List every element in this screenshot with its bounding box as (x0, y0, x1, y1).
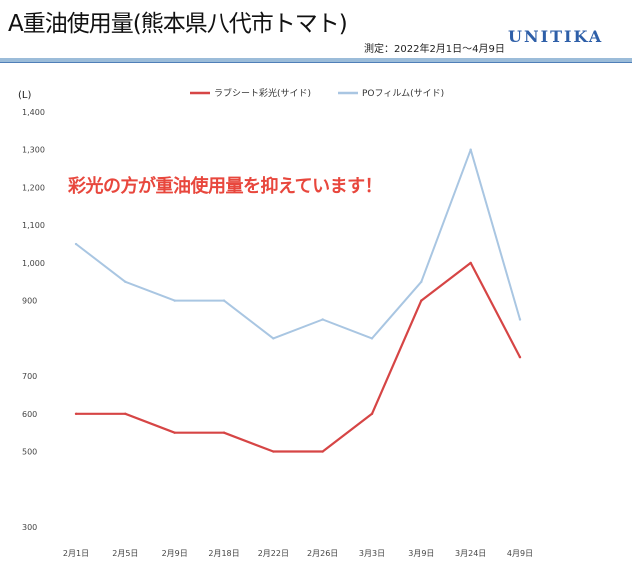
data-point (469, 148, 472, 151)
chart-title: A重油使用量(熊本県八代市トマト) (8, 11, 348, 37)
data-point (124, 280, 127, 283)
data-point (74, 242, 78, 246)
legend: ラブシート彩光(サイド) POフィルム(サイド) (190, 87, 444, 99)
data-point (272, 337, 275, 340)
y-tick-label: 1,400 (22, 108, 45, 117)
y-tick-label: 1,000 (22, 259, 45, 268)
measurement-period: 測定：2022年2月1日～4月9日 (364, 44, 505, 55)
data-point (222, 431, 226, 434)
y-tick-label: 1,100 (22, 221, 45, 230)
series-layer (74, 148, 522, 453)
callout-text: 彩光の方が重油使用量を抑えています！ (68, 176, 383, 197)
x-tick-label: 2月26日 (307, 549, 338, 558)
data-point (370, 412, 374, 416)
legend-label: POフィルム(サイド) (362, 88, 444, 99)
x-tick-label: 4月9日 (507, 549, 533, 558)
x-tick-label: 2月5日 (112, 549, 138, 558)
y-tick-label: 600 (22, 410, 37, 419)
data-point (173, 299, 176, 302)
data-point (272, 450, 275, 453)
y-tick-label: 900 (22, 297, 37, 306)
series-line (76, 261, 521, 453)
y-axis-unit: (L) (18, 90, 31, 101)
data-point (74, 412, 78, 416)
x-tick-label: 2月9日 (162, 549, 188, 558)
data-point (469, 261, 472, 265)
data-point (420, 299, 423, 302)
x-tick-label: 3月3日 (359, 549, 385, 558)
legend-label: ラブシート彩光(サイド) (214, 87, 311, 99)
data-point (518, 318, 522, 321)
y-tick-label: 1,300 (22, 146, 45, 155)
unitika-logo: UNITIKA (508, 27, 604, 46)
x-tick-label: 2月1日 (63, 549, 89, 558)
y-tick-label: 500 (22, 448, 37, 457)
data-point (420, 280, 423, 283)
y-tick-label: 700 (22, 372, 37, 381)
data-point (321, 318, 324, 321)
data-point (518, 356, 522, 359)
series-line (75, 148, 521, 340)
y-tick-label: 300 (22, 523, 37, 532)
x-axis: 2月1日 2月5日 2月9日 2月18日 2月22日 2月26日 3月3日 3月9日 3月24日… (63, 549, 533, 558)
header-rule (0, 58, 632, 63)
x-tick-label: 3月24日 (455, 549, 486, 558)
data-point (124, 412, 127, 416)
data-point (173, 431, 176, 434)
data-point (321, 450, 324, 453)
y-axis: (L) 300 500 600 700 900 1,000 1,100 1,200 1,300 1,… (18, 90, 45, 532)
x-tick-label: 2月18日 (208, 549, 239, 558)
data-point (222, 299, 226, 302)
x-tick-label: 2月22日 (258, 549, 289, 558)
data-point (370, 337, 374, 340)
x-tick-label: 3月9日 (408, 549, 434, 558)
y-tick-label: 1,200 (22, 183, 45, 192)
